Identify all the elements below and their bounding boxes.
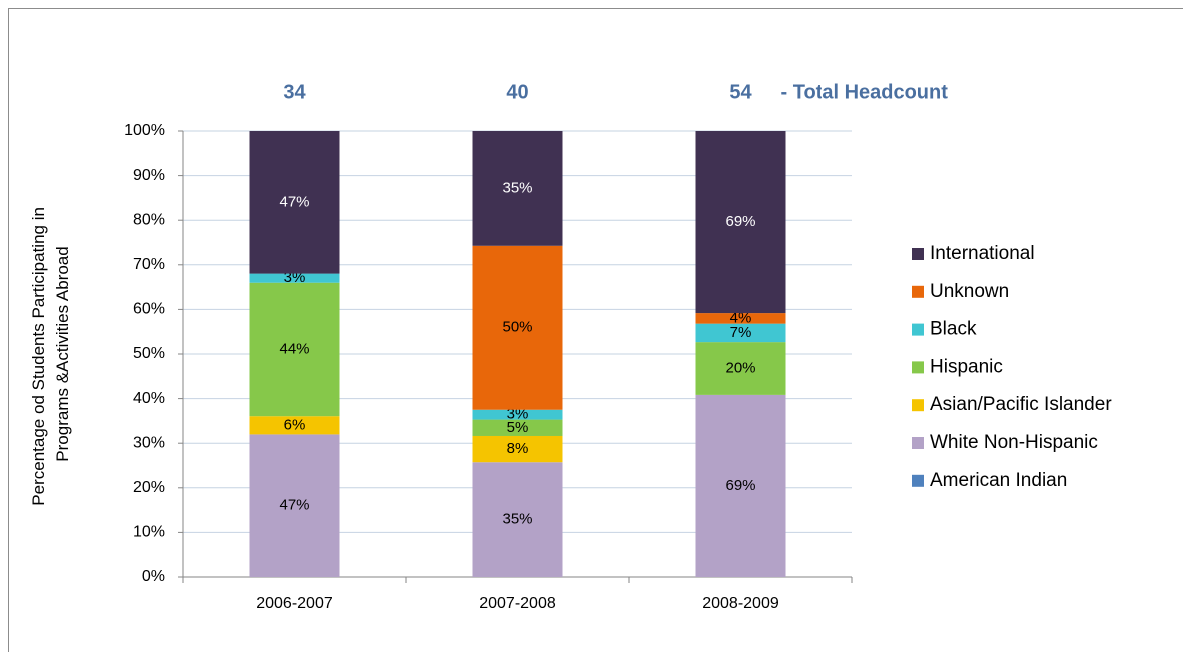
total-headcount: 34 (283, 81, 306, 103)
bar-segment (249, 282, 340, 417)
data-label: 69% (725, 213, 755, 230)
bar-segment (695, 342, 786, 395)
legend-swatch (912, 285, 924, 298)
legend-label: American Indian (930, 470, 1067, 491)
bar-segment (472, 131, 563, 246)
bar-segment (472, 409, 563, 420)
total-headcount: 54 (729, 81, 752, 103)
legend-swatch (912, 437, 924, 449)
bar-segment (472, 245, 563, 410)
data-label: 50% (502, 319, 532, 336)
data-label: 6% (284, 416, 306, 433)
legend-label: White Non-Hispanic (930, 432, 1098, 453)
bar-segment (695, 394, 786, 577)
totals-label: - Total Headcount (781, 81, 949, 103)
data-label: 35% (502, 179, 532, 196)
y-tick-label: 10% (133, 524, 165, 541)
y-tick-label: 20% (133, 479, 165, 496)
bar-segment (472, 435, 563, 463)
y-tick-label: 40% (133, 390, 165, 407)
legend-swatch (912, 248, 924, 260)
data-label: 35% (502, 511, 532, 528)
y-tick-label: 60% (133, 301, 165, 318)
data-label: 47% (279, 193, 309, 210)
data-label: 47% (279, 497, 309, 514)
data-label: 69% (725, 477, 755, 494)
y-tick-label: 0% (142, 568, 165, 585)
y-tick-label: 70% (133, 256, 165, 273)
bar-segment (695, 313, 786, 324)
data-label: 7% (730, 324, 752, 341)
total-headcount: 40 (506, 81, 528, 103)
data-label: 4% (730, 309, 752, 326)
data-label: 5% (507, 419, 529, 436)
bar-segment (695, 131, 786, 314)
legend-label: Black (930, 319, 977, 340)
legend-swatch (912, 361, 924, 374)
legend-label: Hispanic (930, 356, 1003, 377)
y-tick-label: 100% (124, 122, 165, 139)
legend-swatch (912, 399, 924, 412)
data-label: 20% (725, 359, 755, 376)
y-tick-label: 50% (133, 345, 165, 362)
legend-label: Asian/Pacific Islander (930, 394, 1112, 415)
bar-segment (249, 273, 340, 283)
bar-segment (695, 323, 786, 343)
data-label: 3% (507, 406, 529, 423)
x-tick-label: 2006-2007 (256, 595, 333, 612)
y-axis-label: Percentage od Students Participating in … (29, 202, 72, 505)
bar-segment (249, 416, 340, 435)
y-tick-label: 30% (133, 434, 165, 451)
y-tick-label: 80% (133, 211, 165, 228)
legend-swatch (912, 323, 924, 336)
y-axis-label-line: Percentage od Students Participating in (29, 207, 48, 506)
legend-swatch (912, 474, 924, 487)
y-tick-label: 90% (133, 167, 165, 184)
data-label: 44% (279, 340, 309, 357)
bar-segment (249, 434, 340, 577)
legend-label: International (930, 243, 1035, 264)
data-label: 8% (507, 440, 529, 457)
bar-segment (472, 462, 563, 577)
x-tick-label: 2007-2008 (479, 595, 556, 612)
bar-segment (249, 131, 340, 274)
x-tick-label: 2008-2009 (702, 595, 779, 612)
legend-label: Unknown (930, 281, 1009, 302)
chart-frame (8, 8, 1183, 652)
bar-segment (472, 419, 563, 436)
y-axis-label-line: Programs &Activities Abroad (53, 246, 72, 461)
